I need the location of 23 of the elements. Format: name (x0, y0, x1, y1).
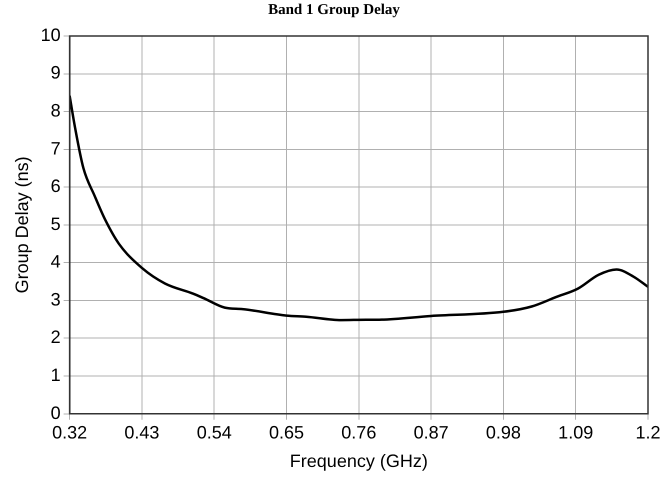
y-tick-label: 3 (50, 289, 61, 310)
y-tick-label: 1 (50, 364, 61, 385)
x-tick-label: 0.43 (124, 422, 160, 443)
x-tick-label: 0.32 (52, 422, 88, 443)
chart-title: Band 1 Group Delay (267, 2, 401, 19)
y-tick-label: 8 (50, 100, 61, 121)
y-tick-label: 4 (50, 252, 61, 272)
x-tick-label: 0.87 (414, 422, 449, 443)
y-axis-title: Group Delay (ns) (12, 156, 32, 294)
x-tick-label: 0.54 (196, 422, 232, 443)
y-tick-label: 6 (50, 176, 61, 196)
y-tick-label: 2 (50, 327, 61, 348)
x-tick-label: 1.2 (635, 422, 661, 443)
y-tick-label: 5 (50, 214, 61, 234)
y-tick-label: 0 (50, 402, 61, 423)
x-tick-label: 0.76 (341, 422, 376, 443)
y-tick-label: 10 (40, 24, 61, 45)
x-tick-label: 1.09 (558, 422, 594, 443)
y-tick-label: 9 (50, 62, 61, 83)
x-tick-label: 0.65 (268, 422, 304, 443)
x-tick-label: 0.98 (486, 422, 521, 443)
x-axis-title: Frequency (GHz) (290, 451, 428, 472)
y-tick-label: 7 (50, 138, 61, 158)
